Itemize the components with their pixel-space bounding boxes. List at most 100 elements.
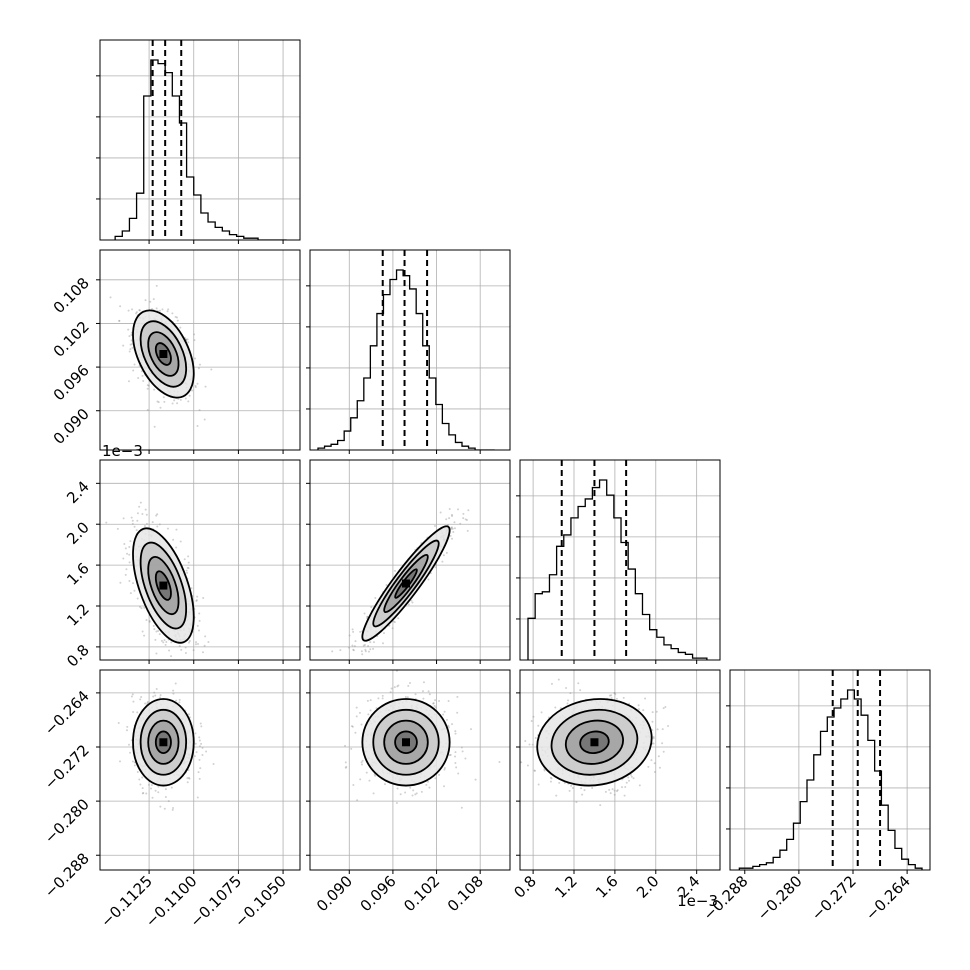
sample-point [131,346,134,349]
sample-point [154,694,157,697]
sample-point [443,768,446,771]
sample-point [391,627,394,630]
sample-point [157,791,160,794]
sample-point [129,343,132,346]
contour-0-3-0 [154,730,172,754]
sample-point [167,308,170,311]
sample-point [438,773,441,776]
sample-point [364,648,367,651]
sample-point [434,566,437,569]
histogram-step-1 [317,269,495,450]
sample-point [353,645,356,648]
contour-0-1-1 [147,331,180,377]
sample-point [331,650,334,653]
sample-point [613,691,616,694]
sample-point [528,743,531,746]
sample-point [179,398,182,401]
sample-point [141,374,144,377]
sample-point [171,808,174,811]
density-peak-1-3 [402,738,410,747]
sample-point [474,778,477,781]
sample-point [439,511,442,514]
contour-1-2-1 [383,553,429,614]
sample-point [621,786,624,789]
sample-point [451,527,454,530]
sample-point [622,696,625,699]
sample-point [352,649,355,652]
sample-point [632,777,635,780]
sample-point [151,521,154,524]
sample-point [187,713,190,716]
sample-point [427,578,430,581]
sample-point [359,630,362,633]
sample-point [200,742,203,745]
sample-point [623,794,626,797]
sample-point [157,401,160,404]
sample-point [201,746,204,749]
contour-0-1-0 [154,342,172,366]
density-1-2 [331,508,470,673]
sample-point [369,709,372,712]
sample-point [117,722,120,725]
sample-point [196,595,199,598]
sample-point [381,694,384,697]
sample-point [202,597,205,600]
histogram-3 [738,670,923,870]
sample-point [399,793,402,796]
sample-point [162,396,165,399]
sample-point [393,621,396,624]
sample-point [625,781,628,784]
sample-point [197,643,200,646]
sample-point [448,508,451,511]
sample-point [187,561,190,564]
sample-point [204,385,207,388]
sample-point [349,667,351,669]
sample-point [200,725,203,728]
panel-frame-0-0 [99,39,301,241]
sample-point [661,742,664,745]
sample-point [498,760,501,763]
sample-point [550,682,553,685]
sample-point [205,750,208,753]
sample-point [615,697,618,700]
sample-point [555,794,558,797]
sample-point [128,350,131,353]
sample-point [396,787,399,790]
sample-point [186,781,189,784]
sample-point [344,671,346,673]
sample-point [368,779,371,782]
sample-point [136,771,139,774]
sample-point [135,529,138,532]
sample-point [651,720,654,723]
sample-point [616,789,619,792]
contour-0-2-0 [154,570,172,601]
contour-1-3-0 [394,730,418,754]
sample-point [129,348,132,351]
sample-point [638,784,641,787]
sample-point [138,605,141,608]
sample-point [166,527,169,530]
tick-label-y-3-2: −0.272 [41,741,93,793]
sample-point [195,600,198,603]
sample-point [198,363,201,366]
sample-point [132,700,135,703]
sample-point [608,788,611,791]
sample-point [591,786,594,789]
sample-point [105,521,108,524]
sample-point [351,628,354,631]
sample-point [193,755,196,758]
density-0-1 [109,284,213,428]
sample-point [433,525,436,528]
sample-point [148,619,151,622]
sample-point [174,315,177,318]
sample-point [374,597,377,600]
sample-point [407,603,410,606]
density-peak-1-2 [402,579,410,588]
sample-point [196,424,199,427]
sample-point [447,724,450,727]
sample-point [164,788,167,791]
sample-point [136,597,139,600]
panel-frame-1-3 [309,669,511,871]
histogram-1 [317,250,495,450]
sample-point [456,711,459,714]
